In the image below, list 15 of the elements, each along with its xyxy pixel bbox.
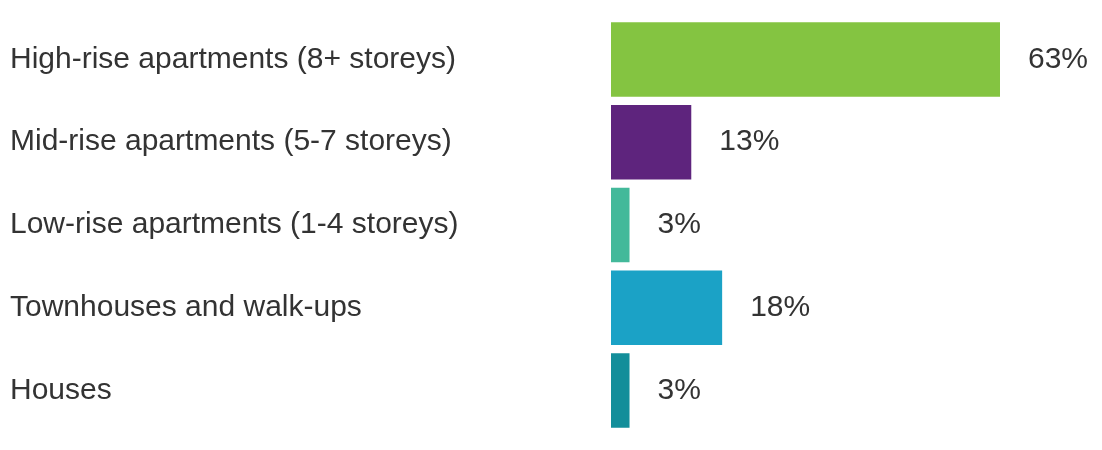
data-label: 63%	[1028, 40, 1089, 74]
bar	[611, 104, 692, 180]
bar	[611, 187, 630, 263]
y-tick-label: High-rise apartments (8+ storeys)	[10, 40, 456, 74]
y-tick-label: Low-rise apartments (1-4 storeys)	[10, 206, 459, 240]
y-tick-label: Townhouses and walk-ups	[10, 289, 362, 323]
bar	[611, 22, 1000, 97]
y-tick-label: Mid-rise apartments (5-7 storeys)	[10, 123, 452, 157]
bar	[611, 353, 630, 428]
data-label: 3%	[657, 371, 701, 405]
y-tick-label: Houses	[10, 371, 112, 405]
data-label: 13%	[719, 123, 780, 157]
data-label: 18%	[750, 289, 811, 323]
data-label: 3%	[657, 206, 701, 240]
bar	[611, 270, 723, 346]
